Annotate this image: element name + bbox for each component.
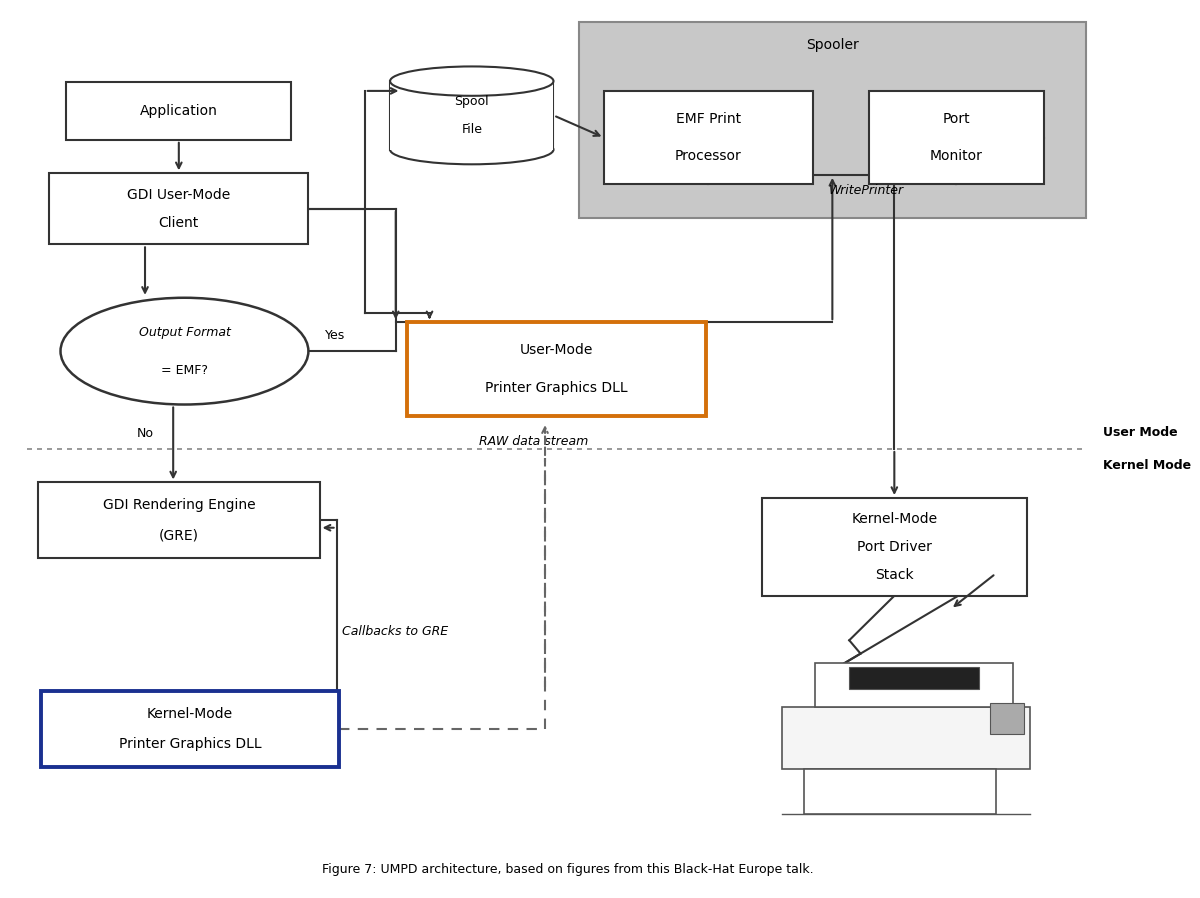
FancyBboxPatch shape (762, 497, 1027, 595)
Text: Port Driver: Port Driver (857, 540, 931, 554)
FancyBboxPatch shape (407, 322, 706, 416)
Polygon shape (850, 667, 979, 689)
Text: = EMF?: = EMF? (161, 364, 208, 376)
Text: Stack: Stack (875, 568, 913, 582)
Text: User Mode: User Mode (1103, 427, 1177, 439)
Text: Printer Graphics DLL: Printer Graphics DLL (485, 381, 628, 394)
Text: Processor: Processor (676, 149, 742, 163)
Text: Output Format: Output Format (138, 326, 230, 339)
FancyBboxPatch shape (41, 691, 340, 767)
FancyBboxPatch shape (66, 82, 292, 140)
Text: Port: Port (942, 112, 970, 126)
Ellipse shape (390, 135, 553, 164)
Text: Monitor: Monitor (930, 149, 983, 163)
Text: User-Mode: User-Mode (520, 343, 593, 357)
Polygon shape (990, 702, 1024, 734)
Polygon shape (804, 770, 996, 814)
Text: No: No (137, 427, 154, 440)
Text: File: File (461, 122, 482, 136)
Text: Kernel-Mode: Kernel-Mode (851, 512, 937, 526)
Bar (390, 81, 553, 150)
Text: GDI User-Mode: GDI User-Mode (127, 188, 230, 201)
Text: Kernel-Mode: Kernel-Mode (148, 707, 233, 721)
Text: Kernel Mode: Kernel Mode (1103, 459, 1190, 471)
Text: Spooler: Spooler (806, 38, 859, 52)
Text: EMF Print: EMF Print (676, 112, 740, 126)
Polygon shape (816, 663, 1013, 707)
Text: Yes: Yes (325, 329, 346, 341)
Text: (GRE): (GRE) (158, 528, 199, 542)
Text: Callbacks to GRE: Callbacks to GRE (342, 625, 449, 638)
FancyBboxPatch shape (578, 22, 1086, 217)
Text: Printer Graphics DLL: Printer Graphics DLL (119, 737, 262, 752)
Ellipse shape (60, 298, 308, 404)
Text: WritePrinter: WritePrinter (828, 184, 904, 198)
FancyBboxPatch shape (604, 91, 812, 184)
Ellipse shape (390, 66, 553, 96)
FancyBboxPatch shape (869, 91, 1044, 184)
FancyBboxPatch shape (49, 173, 308, 244)
FancyBboxPatch shape (38, 482, 319, 558)
Polygon shape (781, 707, 1030, 770)
Text: RAW data stream: RAW data stream (479, 436, 588, 448)
Text: Client: Client (158, 216, 199, 230)
Text: GDI Rendering Engine: GDI Rendering Engine (102, 498, 256, 512)
Text: Application: Application (140, 104, 217, 118)
Text: Spool: Spool (455, 95, 490, 108)
Text: Figure 7: UMPD architecture, based on figures from this Black-Hat Europe talk.: Figure 7: UMPD architecture, based on fi… (322, 863, 814, 876)
